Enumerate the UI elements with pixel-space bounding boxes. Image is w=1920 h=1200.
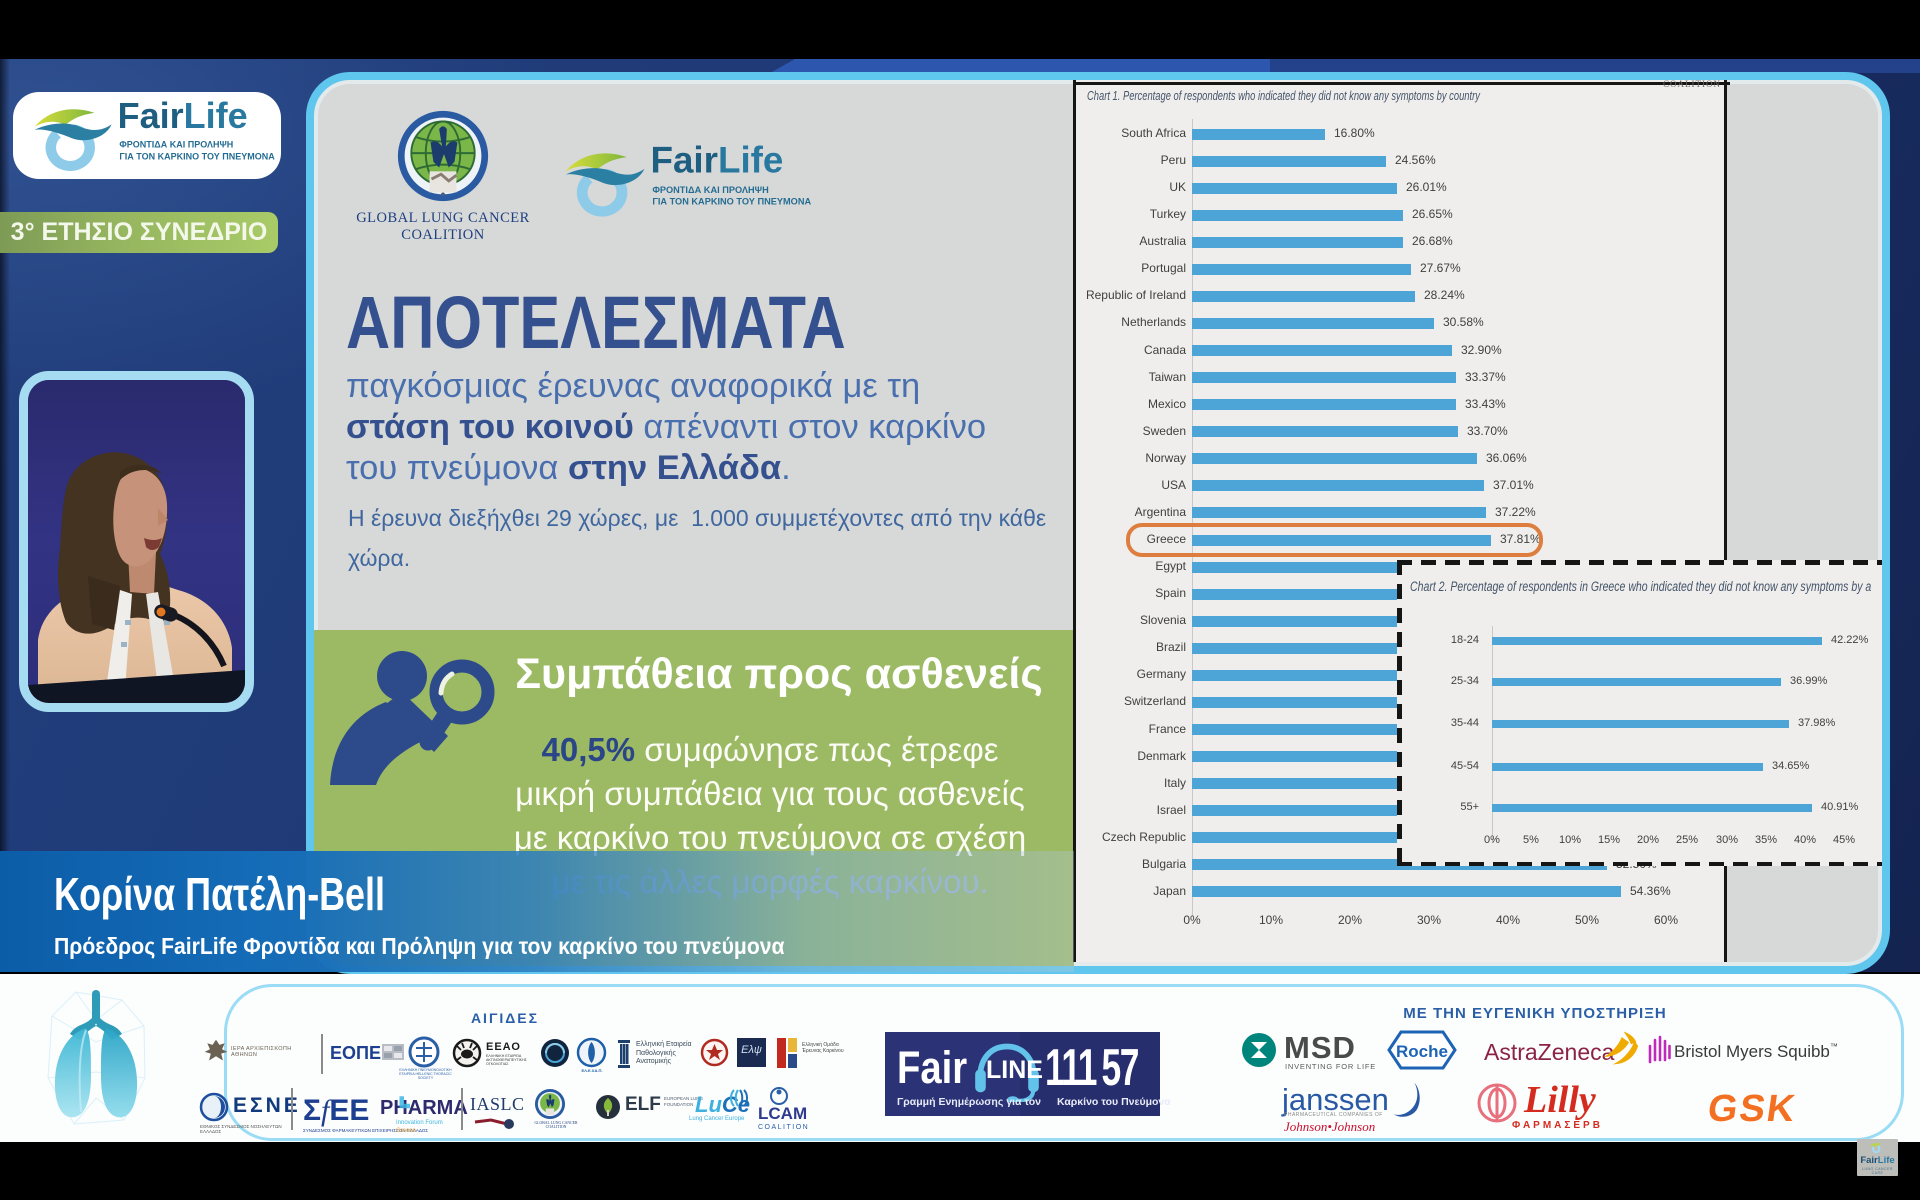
svg-text:Roche: Roche xyxy=(1396,1042,1448,1061)
